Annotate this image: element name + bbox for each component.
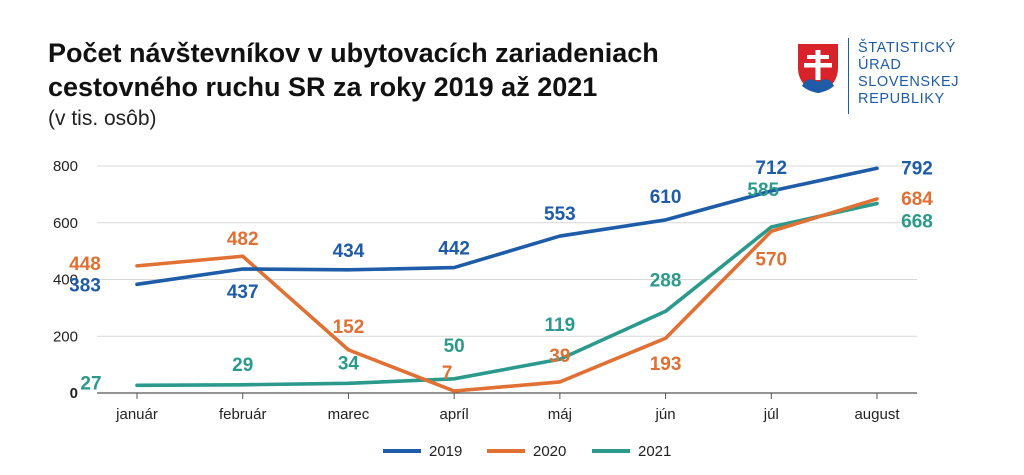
chart-title: Počet návštevníkov v ubytovacích zariade…	[48, 38, 659, 102]
series-line-2020	[135, 197, 879, 393]
logo-line: ŠTATISTICKÝ	[858, 40, 956, 56]
logo-line: SLOVENSKEJ	[858, 74, 960, 90]
legend-label: 2021	[638, 443, 671, 460]
data-label: 29	[232, 355, 253, 376]
series-line-2019	[135, 166, 879, 287]
x-tick-label: jún	[655, 406, 676, 423]
logo-divider	[848, 38, 849, 114]
x-tick-label: február	[219, 406, 267, 423]
data-label: 448	[69, 254, 101, 275]
x-tick-label: apríl	[440, 406, 469, 423]
series-line-2021	[135, 201, 879, 388]
data-label: 34	[338, 353, 360, 374]
data-label: 119	[545, 315, 576, 336]
data-label: 482	[227, 229, 259, 250]
legend-label: 2020	[533, 443, 566, 460]
data-label: 585	[747, 180, 779, 201]
logo-line: ÚRAD	[858, 57, 902, 73]
y-tick-label: 0	[70, 385, 78, 402]
legend-label: 2019	[429, 443, 462, 460]
x-tick-label: január	[115, 406, 158, 423]
x-tick-label: marec	[328, 406, 370, 423]
x-tick-label: júl	[763, 406, 779, 423]
slovak-coat-of-arms-icon	[798, 44, 838, 93]
y-tick-label: 600	[53, 215, 78, 232]
data-label: 442	[438, 239, 470, 260]
logo-text: ŠTATISTICKÝ ÚRAD SLOVENSKEJ REPUBLIKY	[858, 40, 959, 108]
data-label: 684	[901, 189, 933, 210]
y-tick-label: 800	[53, 158, 78, 175]
data-label: 193	[650, 354, 682, 375]
y-tick-label: 400	[53, 272, 78, 289]
data-label: 383	[69, 275, 101, 296]
y-tick-label: 200	[53, 328, 78, 345]
data-label: 712	[755, 158, 787, 179]
data-label: 152	[333, 317, 365, 338]
data-label: 7	[442, 363, 453, 384]
data-label: 434	[333, 241, 365, 262]
x-tick-label: máj	[548, 406, 572, 423]
data-label: 610	[650, 187, 682, 208]
data-label: 288	[650, 270, 682, 291]
data-label: 39	[549, 346, 570, 367]
data-label: 50	[444, 336, 465, 357]
x-tick-label: august	[854, 406, 900, 423]
data-label: 27	[80, 373, 101, 394]
chart-subtitle: (v tis. osôb)	[48, 107, 157, 130]
data-label: 553	[544, 204, 576, 225]
logo-line: REPUBLIKY	[858, 91, 945, 107]
data-label: 668	[901, 211, 933, 232]
data-label: 437	[227, 282, 259, 303]
logo: ŠTATISTICKÝ ÚRAD SLOVENSKEJ REPUBLIKY	[792, 36, 992, 116]
data-label: 792	[901, 158, 933, 179]
data-label: 570	[755, 249, 787, 270]
